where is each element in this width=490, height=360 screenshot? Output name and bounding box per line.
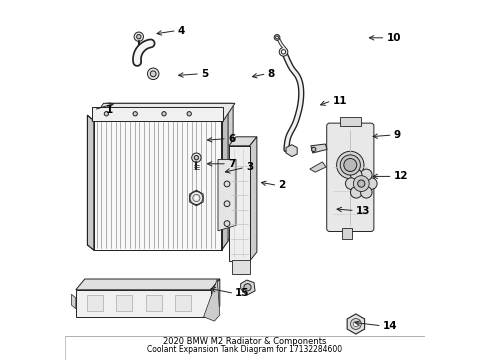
Circle shape [275,36,278,39]
Bar [146,295,162,311]
Circle shape [279,48,288,56]
Circle shape [133,112,137,116]
Polygon shape [72,294,76,309]
Circle shape [274,35,280,40]
Circle shape [350,319,361,329]
Text: 11: 11 [333,96,347,106]
Bar [92,107,223,121]
Polygon shape [94,103,233,121]
Circle shape [358,180,365,187]
Polygon shape [286,145,297,157]
Text: 3: 3 [246,162,253,172]
Polygon shape [229,137,257,146]
Text: Coolant Expansion Tank Diagram for 17132284600: Coolant Expansion Tank Diagram for 17132… [147,346,343,354]
Polygon shape [310,162,326,172]
Text: 9: 9 [393,130,401,140]
Text: 7: 7 [228,159,236,169]
Polygon shape [87,115,94,250]
Polygon shape [204,279,220,321]
Circle shape [344,158,357,171]
Bar [342,228,352,239]
Bar [175,295,192,311]
Circle shape [340,155,360,175]
Bar [94,121,221,250]
Circle shape [337,151,364,179]
Circle shape [224,221,230,226]
Circle shape [312,147,316,152]
Bar [229,146,250,261]
Circle shape [353,176,369,192]
Text: 6: 6 [228,134,235,144]
Polygon shape [221,103,233,250]
FancyBboxPatch shape [327,123,374,231]
Bar [76,290,211,317]
Circle shape [193,194,200,202]
Polygon shape [241,280,255,295]
Circle shape [190,192,203,204]
Circle shape [350,186,362,198]
Bar [340,117,361,126]
Circle shape [345,178,357,189]
Text: 4: 4 [178,26,185,36]
Circle shape [361,186,372,198]
Circle shape [187,112,192,116]
Circle shape [150,71,156,77]
Circle shape [195,196,198,200]
Polygon shape [92,103,235,121]
Bar [65,336,425,360]
Text: 13: 13 [356,206,370,216]
Circle shape [353,321,358,327]
Bar [87,295,103,311]
Polygon shape [221,112,228,250]
Text: 15: 15 [235,288,250,298]
Circle shape [194,156,198,160]
Text: 1: 1 [106,105,113,115]
Circle shape [224,181,230,187]
Text: 5: 5 [201,69,208,79]
Circle shape [244,284,251,291]
Circle shape [366,178,377,189]
Polygon shape [76,279,220,290]
Bar [94,121,221,250]
Polygon shape [347,314,365,334]
Text: 2: 2 [278,180,286,190]
Circle shape [361,169,372,181]
Circle shape [104,112,109,116]
Circle shape [281,50,286,54]
Polygon shape [211,279,220,317]
Circle shape [147,68,159,80]
Text: 2020 BMW M2 Radiator & Components: 2020 BMW M2 Radiator & Components [163,337,327,346]
Polygon shape [218,159,236,231]
Circle shape [137,35,141,39]
Circle shape [192,153,201,162]
Circle shape [134,32,144,41]
Bar [116,295,132,311]
Circle shape [224,201,230,207]
Circle shape [350,169,362,181]
Text: 12: 12 [393,171,408,181]
Polygon shape [311,144,327,153]
Text: 14: 14 [383,321,397,331]
Text: 10: 10 [387,33,401,43]
Polygon shape [250,137,257,261]
Circle shape [162,112,166,116]
Bar [232,260,250,274]
Text: 8: 8 [268,69,275,79]
